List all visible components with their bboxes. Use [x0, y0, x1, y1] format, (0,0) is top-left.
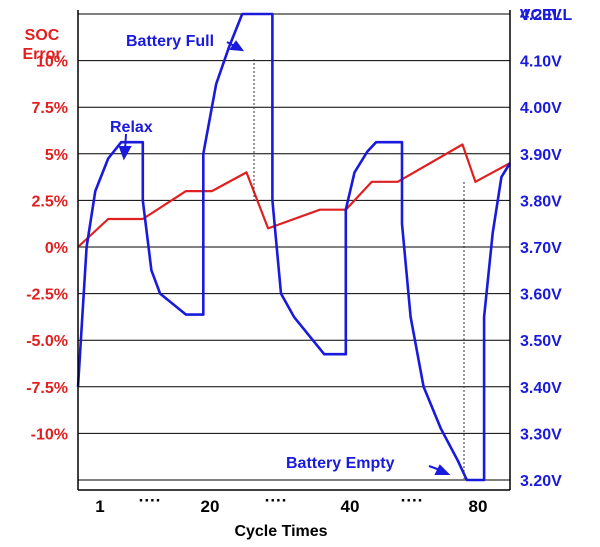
left-tick-label: -7.5% — [26, 380, 68, 397]
battery-full-arrow — [226, 40, 245, 52]
relax-arrow — [118, 133, 132, 161]
right-tick-label: 3.30V — [520, 426, 562, 443]
battery-empty-arrow — [428, 464, 451, 475]
right-tick-label: 4.20V — [520, 7, 562, 24]
left-tick-label: -2.5% — [26, 287, 68, 304]
x-tick-label: 40 — [341, 497, 360, 516]
left-axis-ticks: 10% 7.5% 5% 2.5% 0% -2.5% -5.0% -7.5% -10% — [26, 54, 68, 444]
right-tick-label: 3.50V — [520, 333, 562, 350]
right-axis-label: VCELL — [520, 7, 573, 24]
x-tick-label: 20 — [201, 497, 220, 516]
left-tick-label: 5% — [45, 147, 68, 164]
x-tick-label: ···· — [401, 491, 424, 510]
vcell-line — [76, 12, 512, 482]
x-tick-label: ···· — [265, 491, 288, 510]
x-tick-label: 1 — [95, 497, 104, 516]
right-tick-label: 3.70V — [520, 240, 562, 257]
series-layer — [76, 12, 512, 482]
left-tick-label: -5.0% — [26, 333, 68, 350]
left-axis-label-line-1: SOC — [25, 27, 60, 44]
annotation-relax: Relax — [110, 119, 153, 136]
x-tick-label: ···· — [139, 491, 162, 510]
right-tick-label: 3.40V — [520, 380, 562, 397]
annotation-battery-full: Battery Full — [126, 33, 214, 50]
left-tick-label: 2.5% — [32, 193, 68, 210]
x-tick-label: 80 — [469, 497, 488, 516]
right-axis-ticks: 4.20V 4.10V 4.00V 3.90V 3.80V 3.70V 3.60V 3.50V… — [520, 7, 562, 490]
left-tick-label: -10% — [31, 426, 68, 443]
left-axis-label-line-2: Error — [22, 46, 61, 63]
right-tick-label: 3.60V — [520, 287, 562, 304]
right-tick-label: 4.00V — [520, 100, 562, 117]
right-tick-label: 3.20V — [520, 473, 562, 490]
soc-error-line — [77, 143, 511, 248]
right-tick-label: 3.80V — [520, 193, 562, 210]
x-axis-label: Cycle Times — [234, 523, 327, 540]
annotation-battery-empty: Battery Empty — [286, 455, 395, 472]
left-tick-label: 7.5% — [32, 100, 68, 117]
right-tick-label: 4.10V — [520, 54, 562, 71]
left-tick-label: 10% — [36, 54, 68, 71]
left-tick-label: 0% — [45, 240, 68, 257]
x-axis-ticks: 1 ···· 20 ···· 40 ···· 80 — [95, 491, 487, 516]
right-tick-label: 3.90V — [520, 147, 562, 164]
grid-lines — [78, 13, 510, 481]
